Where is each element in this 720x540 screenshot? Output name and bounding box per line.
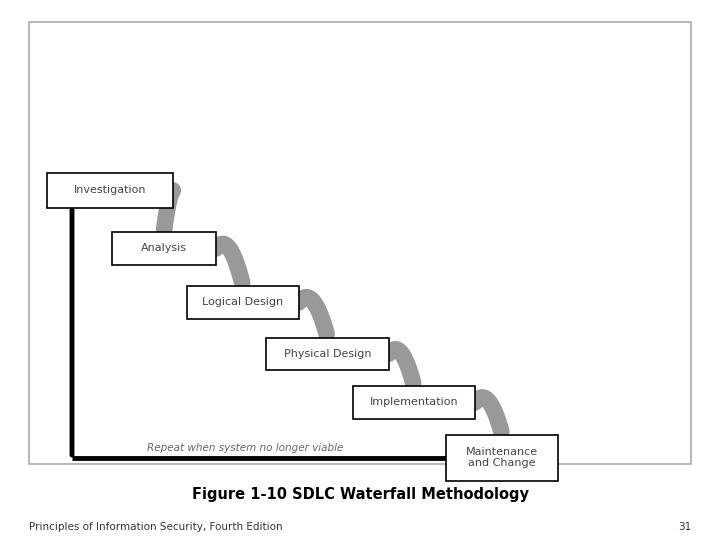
Text: Implementation: Implementation: [369, 397, 459, 407]
Bar: [353, 386, 475, 418]
Text: Analysis: Analysis: [141, 244, 186, 253]
Text: Figure 1-10 SDLC Waterfall Methodology: Figure 1-10 SDLC Waterfall Methodology: [192, 487, 528, 502]
Text: Physical Design: Physical Design: [284, 349, 372, 359]
Bar: [47, 173, 173, 208]
Bar: [112, 232, 216, 265]
Bar: [266, 338, 389, 370]
Text: Repeat when system no longer viable: Repeat when system no longer viable: [147, 443, 343, 453]
Bar: [29, 22, 691, 464]
Text: Logical Design: Logical Design: [202, 298, 284, 307]
Text: Principles of Information Security, Fourth Edition: Principles of Information Security, Four…: [29, 522, 282, 531]
Text: Investigation: Investigation: [73, 185, 146, 195]
Text: Maintenance
and Change: Maintenance and Change: [466, 447, 539, 468]
Bar: [446, 435, 558, 481]
Text: 31: 31: [678, 522, 691, 531]
Bar: [187, 286, 299, 319]
